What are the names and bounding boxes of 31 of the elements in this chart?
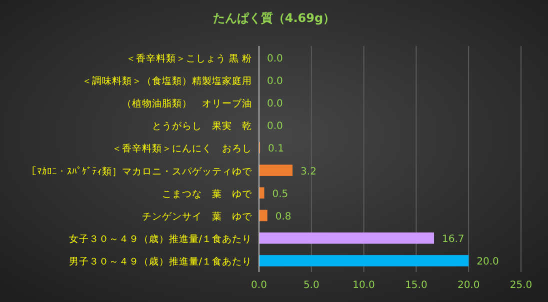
data-label: 0.0 <box>267 53 283 64</box>
x-tick-label: 5.0 <box>303 280 320 291</box>
y-tick-label: ［ﾏｶﾛﾆ・ｽﾊﾟｹﾞﾃｨ類］マカロニ・スパゲッティゆで <box>27 165 253 178</box>
data-label: 0.0 <box>267 98 283 110</box>
bar <box>259 210 268 222</box>
x-tick-label: 15.0 <box>405 280 428 291</box>
data-label: 0.0 <box>267 121 283 132</box>
data-label: 20.0 <box>476 256 499 268</box>
data-label: 0.8 <box>275 212 292 222</box>
data-label: 16.7 <box>442 234 464 246</box>
y-tick-label: 女子３０～４９（歳）推進量/１食あたり <box>68 233 252 246</box>
y-tick-label: 男子３０～４９（歳）推進量/１食あたり <box>68 256 252 268</box>
y-tick-label: （植物油脂類） オリーブ油 <box>122 98 252 110</box>
bar <box>259 232 434 244</box>
data-label: 0.1 <box>268 144 284 155</box>
x-tick-label: 0.0 <box>251 280 267 291</box>
x-tick-label: 10.0 <box>352 280 375 291</box>
chart-title: たんぱく質（4.69g） <box>212 11 336 25</box>
data-label: 3.2 <box>300 166 316 178</box>
bar <box>259 164 293 176</box>
y-tick-label: とうがらし 果実 乾 <box>152 120 252 132</box>
y-tick-label: こまつな 葉 ゆで <box>162 188 253 200</box>
y-tick-label: ＜香辛料類＞にんにく おろし <box>112 142 252 155</box>
y-tick-label: ＜調味料類＞（食塩類）精製塩家庭用 <box>82 74 252 87</box>
data-label: 0.0 <box>267 76 283 87</box>
bar <box>259 255 469 266</box>
x-tick-label: 20.0 <box>457 280 480 291</box>
data-label: 0.5 <box>272 188 288 200</box>
y-tick-label: ＜香辛料類＞こしょう 黒 粉 <box>126 52 252 64</box>
x-tick-label: 25.0 <box>510 280 532 291</box>
y-tick-label: チンゲンサイ 葉 ゆで <box>142 210 253 222</box>
